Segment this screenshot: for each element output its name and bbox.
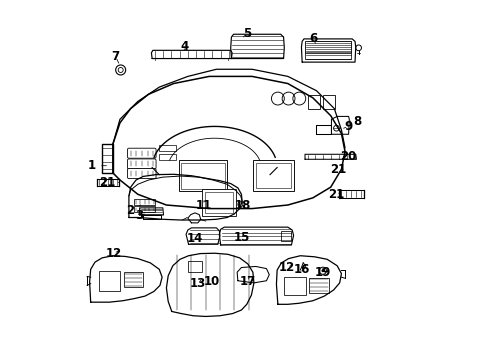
Bar — [181, 163, 225, 189]
Text: 14: 14 — [187, 233, 203, 246]
Bar — [159, 154, 176, 160]
Text: 17: 17 — [240, 275, 256, 288]
Text: 15: 15 — [233, 231, 249, 244]
Text: 2: 2 — [126, 204, 141, 217]
Text: 10: 10 — [204, 275, 221, 288]
Bar — [284, 277, 306, 295]
Text: 16: 16 — [293, 263, 310, 276]
Bar — [205, 192, 233, 213]
Text: 12: 12 — [279, 261, 295, 274]
Bar — [323, 95, 335, 109]
Bar — [123, 272, 143, 287]
Text: 21: 21 — [330, 163, 347, 176]
Text: 3: 3 — [136, 209, 144, 222]
FancyBboxPatch shape — [127, 159, 156, 169]
Text: 1: 1 — [88, 159, 106, 172]
Bar — [159, 145, 176, 152]
Text: 13: 13 — [190, 277, 206, 290]
Text: 4: 4 — [180, 40, 188, 53]
Bar — [281, 231, 291, 241]
Bar — [134, 206, 155, 212]
Text: 7: 7 — [112, 50, 120, 63]
Bar — [98, 271, 120, 291]
Bar — [256, 163, 292, 188]
Text: 11: 11 — [196, 198, 212, 212]
Bar — [202, 189, 236, 216]
Bar — [134, 199, 155, 205]
Text: 20: 20 — [341, 150, 357, 163]
Text: 5: 5 — [243, 27, 251, 40]
Bar — [179, 160, 227, 192]
Text: 8: 8 — [350, 114, 362, 127]
FancyBboxPatch shape — [127, 168, 156, 179]
Bar — [309, 278, 329, 293]
Circle shape — [321, 269, 324, 272]
Bar — [305, 42, 351, 59]
Text: 21: 21 — [99, 176, 119, 189]
Text: 21: 21 — [328, 188, 344, 201]
FancyBboxPatch shape — [127, 148, 156, 158]
Text: 19: 19 — [315, 266, 331, 279]
Bar — [188, 261, 202, 272]
Text: 9: 9 — [343, 120, 353, 133]
Bar — [305, 41, 351, 53]
Text: 6: 6 — [310, 32, 318, 45]
Bar — [308, 95, 320, 109]
Text: 12: 12 — [105, 247, 122, 260]
Text: 18: 18 — [235, 198, 251, 212]
Bar — [253, 160, 294, 191]
